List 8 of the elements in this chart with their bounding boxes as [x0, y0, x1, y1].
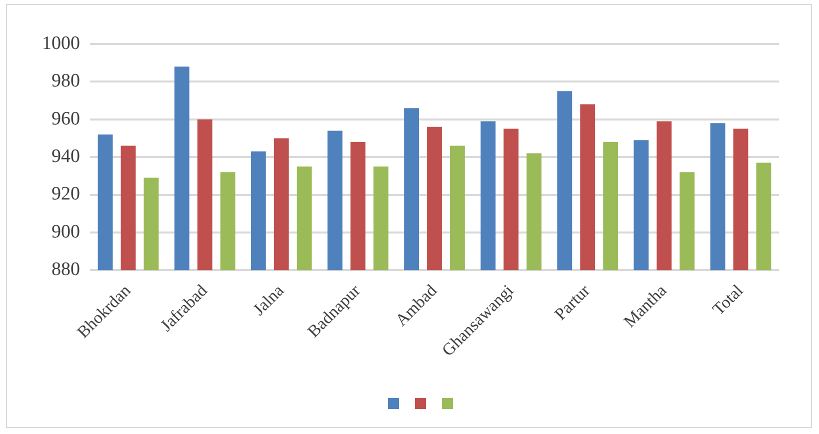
x-tick-label: Jalna: [249, 280, 288, 320]
y-tick-label: 960: [52, 108, 80, 130]
y-tick-label: 940: [52, 146, 80, 168]
y-tick-label: 880: [52, 259, 80, 280]
y-tick-label: 900: [52, 221, 80, 242]
y-tick-label: 980: [52, 70, 80, 92]
y-tick-label: 920: [52, 184, 80, 205]
y-tick-label: 1000: [42, 32, 80, 54]
